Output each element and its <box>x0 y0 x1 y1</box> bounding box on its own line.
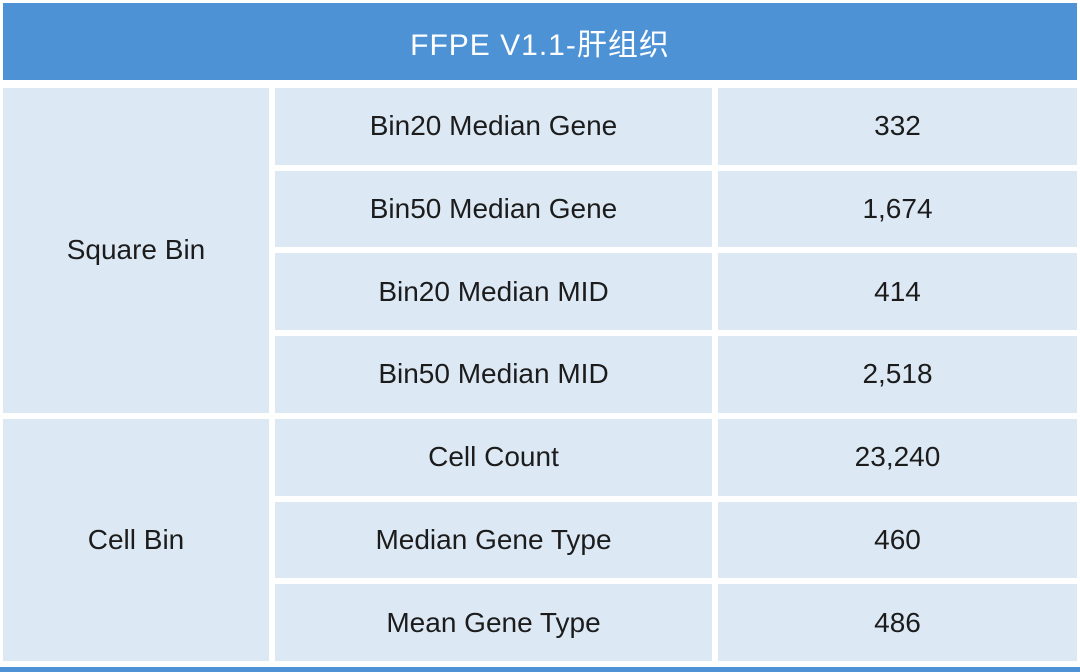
metric-cell-bin50-median-mid: Bin50 Median MID <box>275 336 712 413</box>
metric-cell-bin20-median-mid: Bin20 Median MID <box>275 253 712 331</box>
metric-cell-mean-gene-type: Mean Gene Type <box>275 584 712 661</box>
value-cell-bin20-median-gene: 332 <box>718 88 1077 165</box>
metric-cell-bin50-median-gene: Bin50 Median Gene <box>275 170 712 248</box>
value-cell-bin50-median-mid: 2,518 <box>718 336 1077 413</box>
value-cell-bin50-median-gene: 1,674 <box>718 170 1077 248</box>
value-cell-median-gene-type: 460 <box>718 501 1077 579</box>
metric-cell-bin20-median-gene: Bin20 Median Gene <box>275 88 712 165</box>
group-cell-square-bin: Square Bin <box>3 88 269 413</box>
metric-cell-cell-count: Cell Count <box>275 418 712 496</box>
table-title: FFPE V1.1-肝组织 <box>410 28 670 62</box>
group-cell-cell-bin: Cell Bin <box>3 418 269 661</box>
table-header-bar: FFPE V1.1-肝组织 <box>3 3 1077 80</box>
bottom-border-line <box>0 667 1080 672</box>
metric-cell-median-gene-type: Median Gene Type <box>275 501 712 579</box>
metrics-table: Square Bin Bin20 Median Gene 332 Bin50 M… <box>3 88 1077 661</box>
value-cell-cell-count: 23,240 <box>718 418 1077 496</box>
value-cell-bin20-median-mid: 414 <box>718 253 1077 331</box>
value-cell-mean-gene-type: 486 <box>718 584 1077 661</box>
